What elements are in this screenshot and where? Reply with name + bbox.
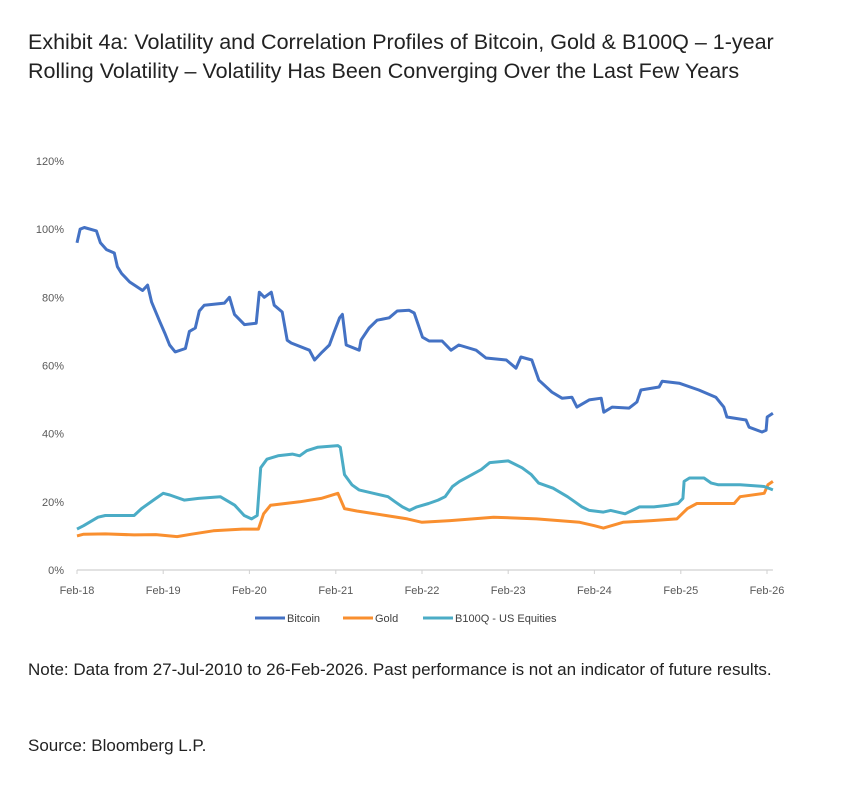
x-tick-label: Feb-20 [232, 585, 267, 597]
footnote: Note: Data from 27-Jul-2010 to 26-Feb-20… [28, 660, 772, 679]
x-tick-label: Feb-24 [577, 585, 612, 597]
exhibit-title: Exhibit 4a: Volatility and Correlation P… [28, 30, 774, 83]
y-tick-label: 100% [36, 224, 64, 236]
series-line-gold [76, 480, 774, 539]
legend-item: Gold [343, 613, 398, 625]
series-line-b100q-us-equities [76, 444, 774, 531]
legend-item: B100Q - US Equities [423, 613, 557, 625]
x-tick-label: Feb-26 [750, 585, 785, 597]
legend-label: Bitcoin [287, 613, 320, 625]
source-note: Source: Bloomberg L.P. [28, 736, 207, 755]
y-tick-label: 80% [42, 292, 64, 304]
x-tick-label: Feb-23 [491, 585, 526, 597]
y-axis-ticks: 0% 20% 40% 60% 80% 100% 120% [36, 156, 64, 577]
legend-label: B100Q - US Equities [455, 613, 557, 625]
y-tick-label: 40% [42, 429, 64, 441]
legend-label: Gold [375, 613, 398, 625]
x-tick-label: Feb-21 [318, 585, 353, 597]
x-tick-label: Feb-19 [146, 585, 181, 597]
y-tick-label: 60% [42, 361, 64, 373]
x-tick-label: Feb-18 [60, 585, 95, 597]
y-tick-label: 20% [42, 497, 64, 509]
legend: Bitcoin Gold B100Q - US Equities [255, 613, 557, 625]
x-axis: Feb-18 Feb-19 Feb-20 Feb-21 Feb-22 Feb-23 Feb-… [60, 569, 785, 597]
x-tick-label: Feb-25 [663, 585, 698, 597]
series-lines [75, 226, 774, 539]
y-tick-label: 0% [48, 565, 64, 577]
legend-item: Bitcoin [255, 613, 320, 625]
y-tick-label: 120% [36, 156, 64, 168]
x-tick-label: Feb-22 [405, 585, 440, 597]
series-line-bitcoin [75, 226, 774, 434]
